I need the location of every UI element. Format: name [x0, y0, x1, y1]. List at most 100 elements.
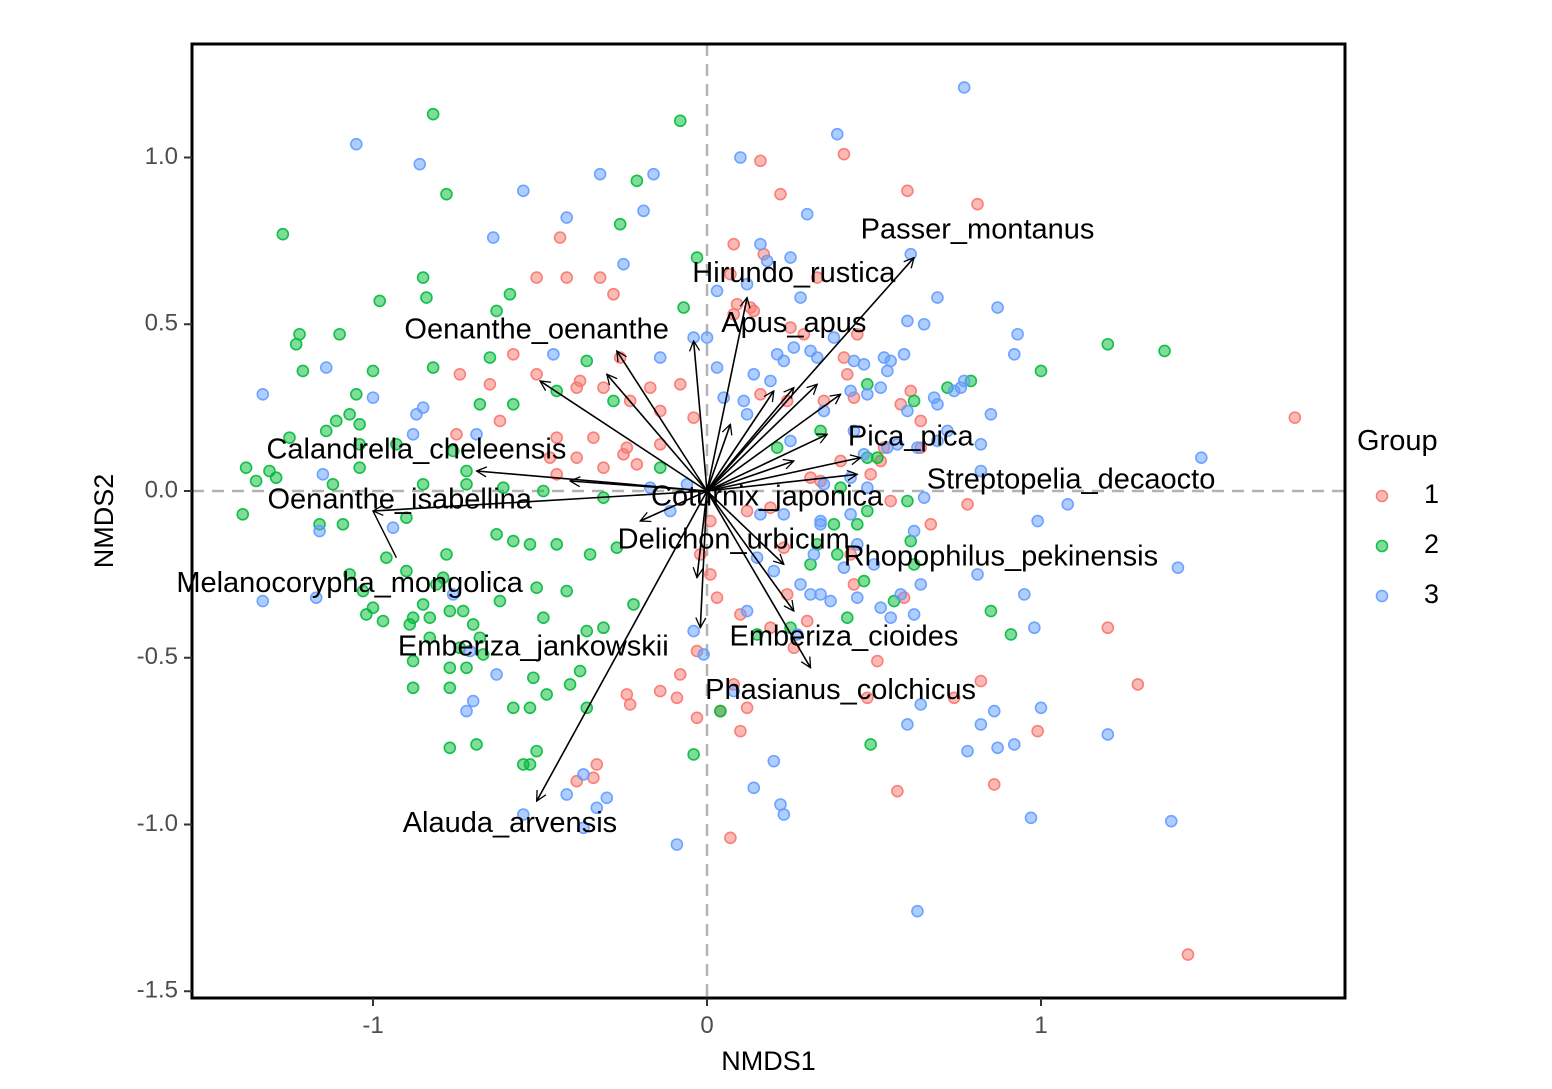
vector-label-passer-montanus: Passer_montanus — [861, 214, 1095, 246]
data-point — [901, 184, 914, 198]
data-point — [637, 204, 650, 218]
data-point — [814, 588, 827, 601]
data-point — [700, 331, 714, 344]
data-point — [827, 518, 841, 531]
data-point — [547, 347, 560, 361]
vector-unlabeled — [706, 384, 817, 492]
vector-label-emberiza-jankowskii: Emberiza_jankowskii — [398, 630, 669, 662]
data-point — [607, 287, 620, 301]
scatter-points — [236, 81, 1302, 961]
data-point — [830, 548, 844, 561]
data-point — [473, 397, 487, 411]
data-point — [774, 187, 787, 201]
vector-unlabeled — [706, 424, 730, 492]
vector-label-delichon-urbicum: Delichon_urbicum — [618, 524, 850, 556]
data-point — [1061, 498, 1075, 511]
data-point — [794, 291, 807, 304]
data-point — [974, 718, 988, 731]
vector-label-streptopelia-decaocto: Streptopelia_decaocto — [927, 464, 1216, 496]
legend-label-1: 1 — [1424, 479, 1439, 509]
data-point — [593, 271, 607, 284]
data-point — [881, 441, 894, 454]
data-point — [844, 384, 857, 398]
data-point — [326, 478, 340, 491]
data-point — [784, 321, 797, 334]
data-point — [954, 381, 968, 394]
data-point — [550, 538, 564, 551]
reference-lines — [192, 44, 1345, 998]
data-point — [627, 598, 640, 611]
data-point — [653, 684, 667, 698]
data-point — [506, 347, 520, 361]
data-point — [710, 361, 724, 374]
data-point — [400, 511, 413, 524]
data-point — [440, 187, 453, 201]
data-point — [400, 564, 413, 578]
data-point — [503, 287, 517, 301]
vector-label-coturnix-japonica: Coturnix_japonica — [651, 480, 884, 512]
data-point — [844, 508, 857, 521]
data-point — [690, 711, 704, 725]
vector-label-hirundo-rustica: Hirundo_rustica — [692, 257, 896, 289]
data-point — [670, 838, 684, 851]
data-point — [446, 444, 460, 458]
x-tick-label: -1 — [362, 1012, 383, 1039]
data-point — [974, 464, 988, 478]
data-point — [460, 478, 473, 491]
data-point — [780, 588, 794, 601]
data-point — [483, 377, 497, 391]
data-point — [911, 441, 924, 454]
data-point — [931, 291, 944, 304]
data-point — [423, 631, 437, 645]
vector-coturnix-japonica — [640, 490, 708, 521]
data-point — [530, 744, 543, 758]
data-point — [814, 514, 827, 528]
y-tick-label: 1.0 — [145, 143, 178, 170]
vector-label-oenanthe-isabellina: Oenanthe_isabellina — [268, 484, 533, 516]
data-point — [767, 754, 781, 768]
data-point — [309, 591, 323, 605]
data-point — [460, 661, 473, 675]
data-point — [734, 151, 747, 164]
data-point — [727, 684, 741, 698]
data-point — [764, 374, 777, 388]
data-point — [747, 781, 761, 795]
x-tick-label: 0 — [700, 1012, 713, 1039]
data-point — [443, 661, 457, 675]
data-point — [1164, 814, 1178, 828]
data-point — [697, 648, 710, 661]
data-point — [747, 367, 761, 381]
vector-passer-montanus — [706, 258, 914, 492]
data-point — [1031, 724, 1044, 738]
data-point — [840, 611, 854, 625]
data-point — [844, 548, 857, 561]
data-point — [807, 548, 821, 561]
data-point — [470, 428, 483, 441]
data-point — [984, 407, 998, 421]
data-point — [506, 701, 520, 715]
data-point — [386, 521, 400, 534]
data-point — [957, 81, 971, 94]
data-point — [1101, 337, 1115, 351]
data-point — [416, 271, 430, 284]
data-point — [800, 207, 814, 221]
data-point — [523, 538, 537, 551]
data-point — [867, 558, 881, 571]
data-point — [971, 197, 984, 211]
data-point — [911, 904, 924, 918]
data-point — [256, 594, 270, 608]
data-point — [907, 558, 921, 571]
data-point — [917, 491, 931, 504]
data-point — [597, 621, 610, 635]
data-point — [907, 394, 921, 408]
vector-label-calandrella-cheleensis: Calandrella_cheleensis — [266, 434, 566, 466]
data-point — [390, 438, 403, 451]
series-2 — [236, 107, 1171, 771]
data-point — [1004, 628, 1018, 641]
data-point — [840, 367, 854, 381]
data-point — [623, 698, 637, 711]
data-point — [523, 701, 537, 715]
data-point — [794, 578, 807, 591]
data-point — [737, 394, 751, 408]
data-point — [353, 461, 366, 474]
